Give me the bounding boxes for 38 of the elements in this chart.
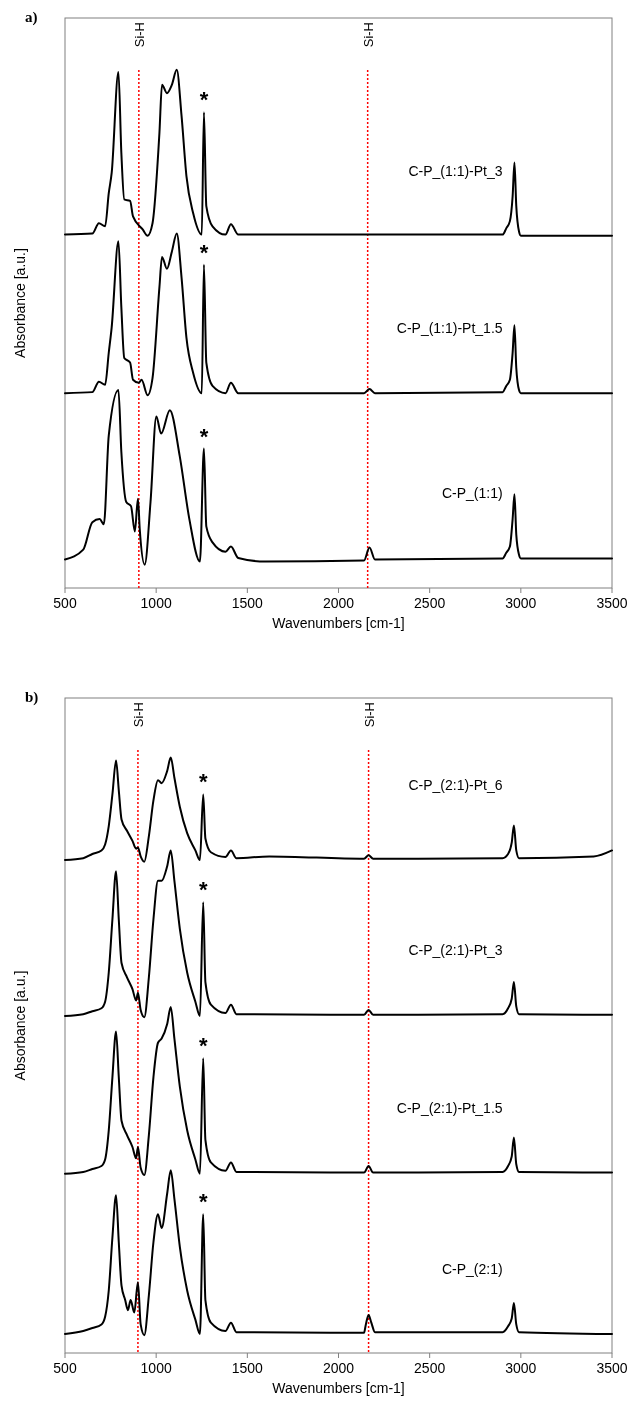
- series-label: C-P_(2:1)-Pt_1.5: [396, 1099, 503, 1116]
- x-tick-label: 2500: [414, 595, 446, 611]
- x-tick-label: 500: [53, 595, 77, 611]
- annotation: *: [199, 239, 209, 265]
- annotation: *: [198, 1033, 208, 1059]
- x-tick-label: 3000: [505, 595, 537, 611]
- y-axis-title: Absorbance [a.u.]: [12, 248, 28, 358]
- series-label: C-P_(2:1)-Pt_3: [408, 941, 503, 958]
- x-axis-title: Wavenumbers [cm-1]: [272, 615, 405, 631]
- annotation: *: [198, 1189, 208, 1215]
- text: C-P_(2:1): [441, 1260, 503, 1277]
- ref-line-label: Si-H: [131, 22, 147, 48]
- x-tick-label: 3500: [596, 595, 628, 611]
- annotation: *: [198, 877, 208, 903]
- x-tick-label: 1000: [140, 1360, 172, 1376]
- x-tick-label: 500: [53, 1360, 77, 1376]
- series-label: C-P_(1:1)-Pt_1.5: [396, 320, 503, 337]
- ref-line-label: Si-H: [130, 702, 146, 728]
- ref-line-label: Si-H: [360, 22, 376, 48]
- x-tick-label: 3000: [505, 1360, 537, 1376]
- x-tick-label: 2500: [414, 1360, 446, 1376]
- series-label: C-P_(1:1)-Pt_3: [408, 162, 503, 179]
- chart-title: a): [25, 9, 38, 26]
- text: C-P_(2:1)-Pt_6: [408, 777, 503, 794]
- x-tick-label: 3500: [596, 1360, 628, 1376]
- x-tick-label: 2000: [322, 1360, 355, 1376]
- x-tick-label: 1500: [231, 595, 264, 611]
- annotation: *: [198, 769, 208, 795]
- x-tick-label: 1500: [231, 1360, 264, 1376]
- x-tick-label: 2000: [322, 595, 355, 611]
- y-axis-title: Absorbance [a.u.]: [12, 970, 28, 1081]
- annotation: *: [199, 87, 209, 113]
- series-label: C-P_(1:1): [441, 485, 503, 502]
- x-axis-title: Wavenumbers [cm-1]: [272, 1380, 405, 1396]
- chart-title: b): [25, 689, 39, 706]
- x-tick-label: 1000: [140, 595, 172, 611]
- annotation: *: [199, 423, 209, 449]
- ref-line-label: Si-H: [361, 702, 377, 728]
